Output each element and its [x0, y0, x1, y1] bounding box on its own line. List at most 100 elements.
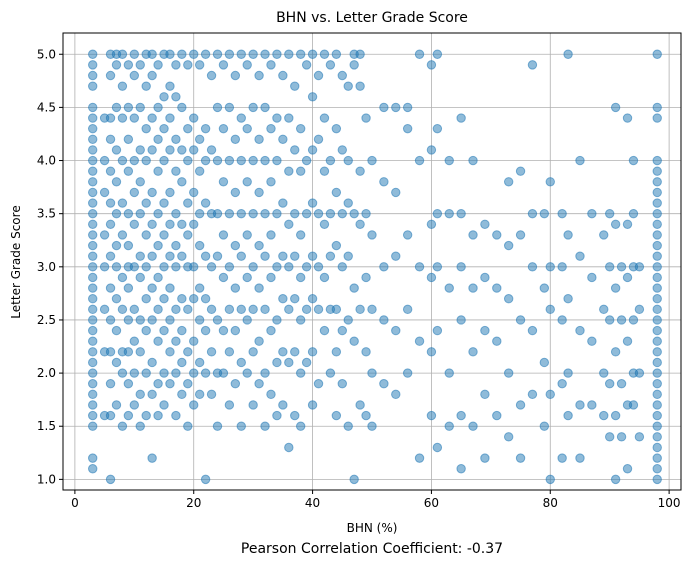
data-point — [307, 92, 318, 102]
data-point — [206, 304, 217, 315]
data-point — [194, 166, 205, 176]
data-point — [652, 453, 662, 463]
data-point — [88, 315, 98, 325]
data-point — [278, 134, 288, 144]
data-point — [652, 325, 662, 336]
data-point — [224, 262, 235, 272]
data-point — [278, 347, 288, 357]
data-point — [206, 389, 217, 400]
data-point — [159, 262, 169, 272]
data-point — [402, 102, 413, 113]
data-point — [123, 240, 134, 251]
data-point — [123, 208, 134, 219]
data-point — [99, 187, 110, 198]
data-point — [272, 315, 282, 325]
data-point — [599, 230, 609, 240]
data-point — [468, 347, 478, 357]
data-point — [337, 379, 347, 389]
data-point — [616, 315, 627, 325]
data-point — [563, 368, 573, 378]
data-point — [480, 453, 490, 463]
data-point — [652, 240, 662, 251]
data-point — [212, 421, 223, 431]
data-point — [319, 113, 330, 123]
data-point — [319, 49, 330, 59]
data-point — [141, 230, 151, 240]
data-point — [88, 368, 98, 378]
x-axis-label: BHN (%) — [347, 521, 398, 535]
data-point — [254, 187, 264, 198]
data-point — [88, 166, 98, 176]
data-point — [266, 230, 276, 240]
data-point — [337, 145, 347, 155]
data-point — [117, 230, 128, 240]
data-point — [343, 421, 353, 431]
data-point — [468, 283, 478, 293]
data-point — [117, 368, 128, 378]
data-point — [212, 155, 223, 166]
data-point — [200, 251, 211, 261]
data-point — [652, 421, 662, 431]
data-point — [88, 123, 98, 134]
data-point — [165, 81, 175, 91]
data-point — [129, 336, 140, 346]
data-point — [123, 410, 134, 421]
data-point — [88, 347, 98, 357]
data-point — [177, 325, 187, 336]
data-point — [652, 474, 662, 485]
data-point — [88, 336, 98, 346]
data-point — [177, 219, 187, 230]
data-point — [295, 49, 306, 59]
data-point — [361, 347, 371, 357]
data-point — [171, 92, 181, 102]
data-point — [355, 49, 365, 59]
data-point — [242, 315, 252, 325]
data-point — [200, 123, 211, 134]
data-point — [492, 410, 502, 421]
data-point — [278, 251, 288, 261]
data-point — [278, 400, 288, 410]
data-point — [343, 155, 353, 166]
data-point — [165, 113, 175, 123]
data-point — [610, 219, 621, 230]
data-point — [177, 293, 187, 304]
data-point — [111, 177, 122, 187]
data-point — [165, 219, 175, 230]
data-point — [575, 325, 585, 336]
data-point — [129, 187, 140, 198]
data-point — [337, 208, 347, 219]
data-point — [111, 208, 122, 219]
data-point — [242, 272, 252, 283]
data-point — [652, 187, 662, 198]
data-point — [254, 379, 264, 389]
data-point — [652, 230, 662, 240]
data-point — [652, 432, 662, 442]
data-point — [426, 410, 437, 421]
data-point — [135, 145, 145, 155]
data-point — [117, 421, 128, 431]
data-point — [248, 400, 258, 410]
data-point — [361, 113, 371, 123]
data-point — [153, 240, 163, 251]
data-point — [301, 304, 312, 315]
data-point — [254, 240, 264, 251]
data-point — [135, 347, 145, 357]
data-point — [129, 49, 140, 59]
data-point — [218, 272, 229, 283]
data-point — [652, 251, 662, 261]
data-point — [159, 155, 169, 166]
data-point — [468, 230, 478, 240]
data-point — [135, 389, 145, 400]
data-point — [159, 198, 169, 208]
data-point — [123, 283, 134, 293]
data-point — [147, 49, 157, 59]
data-point — [194, 134, 205, 144]
data-point — [224, 49, 235, 59]
data-point — [88, 379, 98, 389]
data-point — [337, 262, 347, 272]
data-point — [331, 49, 342, 59]
data-point — [212, 251, 223, 261]
data-point — [194, 283, 205, 293]
data-point — [236, 421, 246, 431]
data-point — [652, 262, 662, 272]
